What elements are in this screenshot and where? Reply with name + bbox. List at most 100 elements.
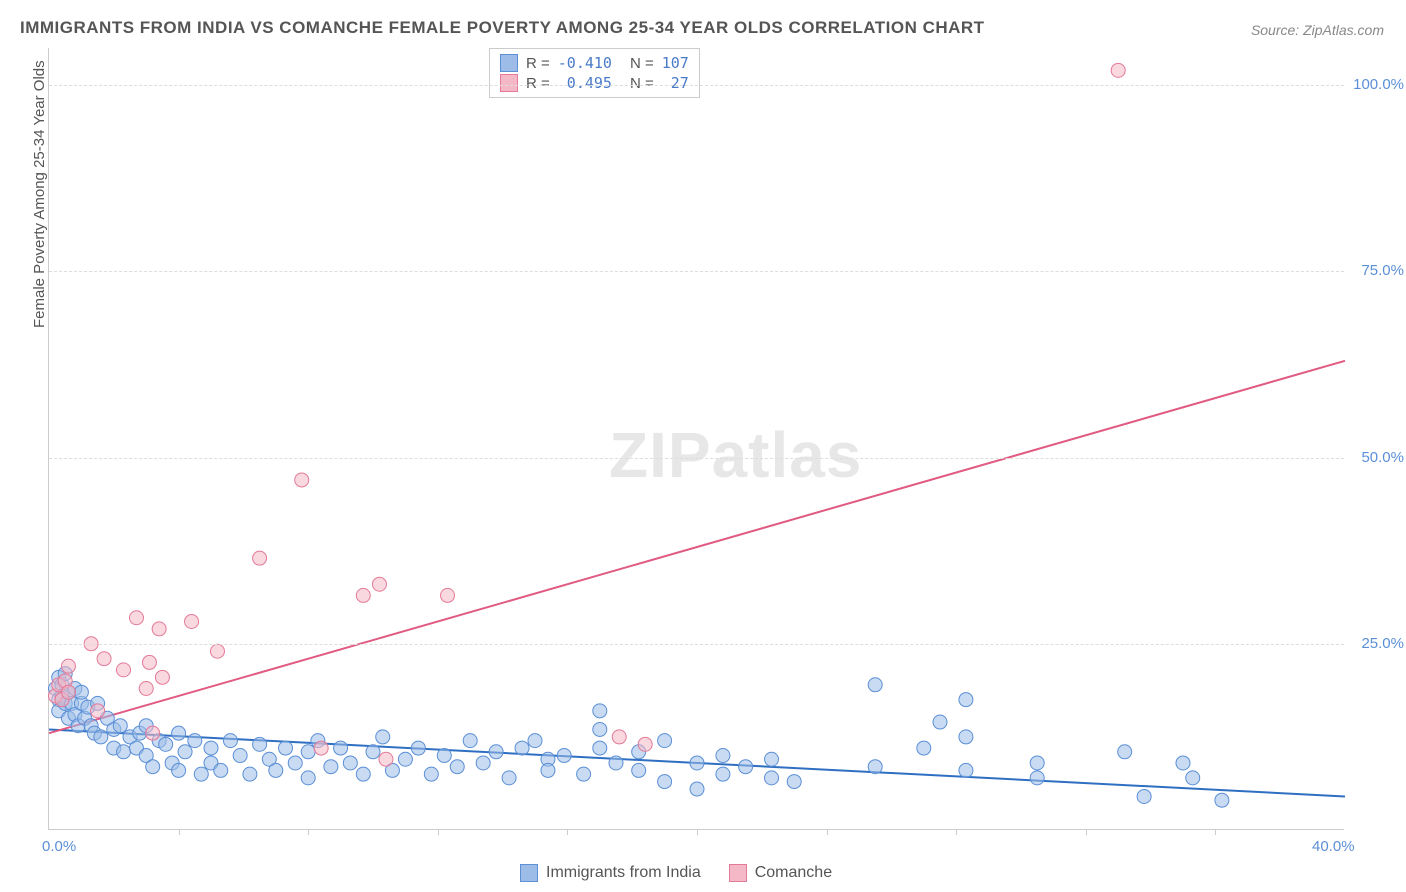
data-point xyxy=(739,760,753,774)
data-point xyxy=(97,652,111,666)
data-point xyxy=(159,737,173,751)
x-tick-mark xyxy=(827,829,828,835)
data-point xyxy=(379,752,393,766)
data-point xyxy=(638,737,652,751)
data-point xyxy=(204,741,218,755)
data-point xyxy=(765,752,779,766)
data-point xyxy=(1137,789,1151,803)
data-point xyxy=(233,749,247,763)
data-point xyxy=(502,771,516,785)
x-tick-mark xyxy=(179,829,180,835)
data-point xyxy=(223,734,237,748)
data-point xyxy=(1176,756,1190,770)
data-point xyxy=(868,678,882,692)
legend-label: Comanche xyxy=(755,864,832,882)
data-point xyxy=(933,715,947,729)
data-point xyxy=(288,756,302,770)
data-point xyxy=(146,726,160,740)
x-tick-mark xyxy=(308,829,309,835)
source-attribution: Source: ZipAtlas.com xyxy=(1251,22,1384,38)
gridline xyxy=(49,644,1344,645)
data-point xyxy=(172,763,186,777)
data-point xyxy=(658,734,672,748)
legend-row: R =-0.410N =107 xyxy=(500,53,689,73)
data-point xyxy=(476,756,490,770)
data-point xyxy=(541,763,555,777)
chart-title: IMMIGRANTS FROM INDIA VS COMANCHE FEMALE… xyxy=(20,18,985,38)
legend-swatch xyxy=(500,74,518,92)
r-value: -0.410 xyxy=(558,54,612,72)
data-point xyxy=(343,756,357,770)
data-point xyxy=(356,767,370,781)
data-point xyxy=(690,756,704,770)
x-tick-mark xyxy=(567,829,568,835)
data-point xyxy=(1111,63,1125,77)
legend-swatch xyxy=(500,54,518,72)
data-point xyxy=(557,749,571,763)
data-point xyxy=(593,704,607,718)
data-point xyxy=(437,749,451,763)
data-point xyxy=(142,655,156,669)
data-point xyxy=(868,760,882,774)
data-point xyxy=(917,741,931,755)
x-tick-mark xyxy=(956,829,957,835)
series-legend: Immigrants from India Comanche xyxy=(520,864,832,882)
data-point xyxy=(690,782,704,796)
plot-area: Female Poverty Among 25-34 Year Olds ZIP… xyxy=(48,48,1344,830)
data-point xyxy=(172,726,186,740)
data-point xyxy=(188,734,202,748)
data-point xyxy=(632,763,646,777)
data-point xyxy=(959,763,973,777)
data-point xyxy=(959,730,973,744)
data-point xyxy=(210,644,224,658)
data-point xyxy=(716,749,730,763)
gridline xyxy=(49,85,1344,86)
data-point xyxy=(61,659,75,673)
data-point xyxy=(376,730,390,744)
data-point xyxy=(1030,756,1044,770)
data-point xyxy=(117,663,131,677)
x-tick-mark xyxy=(1215,829,1216,835)
data-point xyxy=(94,730,108,744)
data-point xyxy=(609,756,623,770)
data-point xyxy=(612,730,626,744)
trend-line xyxy=(49,361,1345,733)
data-point xyxy=(74,685,88,699)
data-point xyxy=(463,734,477,748)
n-value: 27 xyxy=(662,74,689,92)
data-point xyxy=(243,767,257,781)
correlation-legend: R =-0.410N =107R = 0.495N = 27 xyxy=(489,48,700,98)
data-point xyxy=(411,741,425,755)
r-label: R = xyxy=(526,75,550,92)
data-point xyxy=(593,722,607,736)
data-point xyxy=(1215,793,1229,807)
x-tick-min: 0.0% xyxy=(42,838,76,855)
data-point xyxy=(1186,771,1200,785)
gridline xyxy=(49,271,1344,272)
y-axis-label: Female Poverty Among 25-34 Year Olds xyxy=(31,60,48,328)
data-point xyxy=(1030,771,1044,785)
data-point xyxy=(253,737,267,751)
data-point xyxy=(959,693,973,707)
data-point xyxy=(658,775,672,789)
data-point xyxy=(528,734,542,748)
y-tick-label: 100.0% xyxy=(1349,76,1404,93)
data-point xyxy=(129,611,143,625)
data-point xyxy=(577,767,591,781)
data-point xyxy=(356,588,370,602)
data-point xyxy=(441,588,455,602)
data-point xyxy=(155,670,169,684)
chart-svg xyxy=(49,48,1344,829)
x-tick-mark xyxy=(438,829,439,835)
x-tick-mark xyxy=(697,829,698,835)
data-point xyxy=(515,741,529,755)
x-tick-max: 40.0% xyxy=(1312,838,1355,855)
legend-item: Immigrants from India xyxy=(520,864,701,882)
legend-swatch xyxy=(520,864,538,882)
data-point xyxy=(113,719,127,733)
data-point xyxy=(314,741,328,755)
data-point xyxy=(279,741,293,755)
data-point xyxy=(301,745,315,759)
n-label: N = xyxy=(630,55,654,72)
data-point xyxy=(194,767,208,781)
